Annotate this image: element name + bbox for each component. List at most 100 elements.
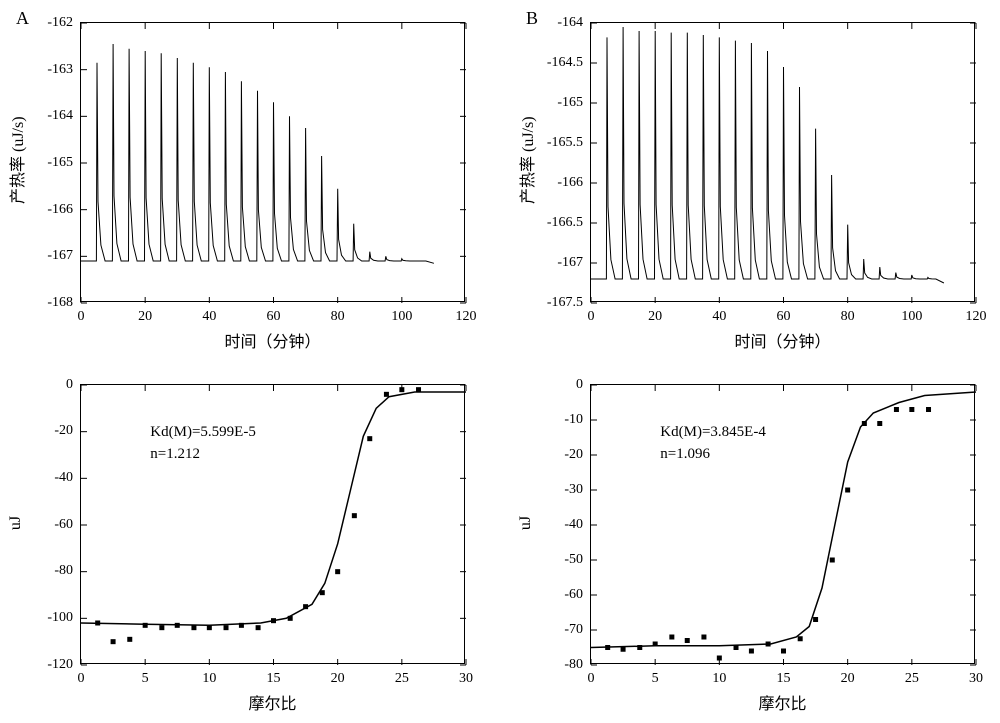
y-tick-label: -10 [564, 412, 583, 428]
y-tick-label: -166 [557, 175, 583, 191]
annotation-kd: Kd(M)=5.599E-5 [150, 424, 256, 441]
data-point [303, 604, 308, 609]
fit-curve [591, 392, 976, 648]
y-tick-label: -166.5 [547, 215, 583, 231]
y-tick-label: -40 [54, 470, 73, 486]
y-tick-label: 0 [66, 377, 73, 393]
data-point [239, 622, 244, 627]
data-point [637, 645, 642, 650]
x-tick-label: 15 [777, 671, 791, 687]
x-tick-label: 20 [138, 309, 152, 325]
data-point [352, 513, 357, 518]
data-point [207, 625, 212, 630]
plot-area: 051015202530-120-100-80-60-40-200Kd(M)=5… [80, 384, 465, 664]
y-tick-label: -50 [564, 552, 583, 568]
x-tick-label: 60 [267, 309, 281, 325]
x-tick-label: 0 [78, 671, 85, 687]
y-axis-label: uJ [517, 483, 535, 563]
x-tick-label: 30 [969, 671, 983, 687]
data-point [416, 387, 421, 392]
data-point [766, 641, 771, 646]
x-tick-label: 15 [267, 671, 281, 687]
y-tick-label: -165 [557, 95, 583, 111]
panel-b-bottom: 051015202530-80-70-60-50-40-30-20-100Kd(… [520, 372, 990, 714]
x-tick-label: 120 [966, 309, 987, 325]
data-point [717, 655, 722, 660]
panel-letter: A [16, 8, 29, 29]
x-tick-label: 100 [901, 309, 922, 325]
y-tick-label: -164 [557, 15, 583, 31]
data-point [830, 557, 835, 562]
x-tick-label: 10 [712, 671, 726, 687]
data-point [175, 622, 180, 627]
data-point [749, 648, 754, 653]
data-point [877, 421, 882, 426]
annotation-kd: Kd(M)=3.845E-4 [660, 424, 766, 441]
y-tick-label: -20 [54, 423, 73, 439]
y-tick-label: -60 [54, 517, 73, 533]
annotation-n: n=1.212 [150, 446, 200, 463]
data-point [159, 625, 164, 630]
x-tick-label: 80 [841, 309, 855, 325]
data-point [862, 421, 867, 426]
y-axis-label: 产热率 (uJ/s) [4, 124, 28, 204]
y-tick-label: -164 [47, 108, 73, 124]
x-tick-label: 5 [142, 671, 149, 687]
y-tick-label: -20 [564, 447, 583, 463]
data-point [926, 407, 931, 412]
y-axis-label: uJ [7, 483, 25, 563]
panel-letter: B [526, 8, 538, 29]
x-tick-label: 60 [777, 309, 791, 325]
x-tick-label: 30 [459, 671, 473, 687]
plot-area: 020406080100120-168-167-166-165-164-163-… [80, 22, 465, 302]
thermogram-trace [591, 27, 944, 283]
x-tick-label: 40 [202, 309, 216, 325]
y-tick-label: -165 [47, 155, 73, 171]
plot-area: 020406080100120-167.5-167-166.5-166-165.… [590, 22, 975, 302]
data-point [288, 615, 293, 620]
x-tick-label: 5 [652, 671, 659, 687]
data-point [191, 625, 196, 630]
x-tick-label: 20 [331, 671, 345, 687]
y-tick-label: -80 [564, 657, 583, 673]
y-axis-label: 产热率 (uJ/s) [514, 124, 538, 204]
data-point [813, 617, 818, 622]
y-tick-label: -120 [47, 657, 73, 673]
data-point [335, 569, 340, 574]
y-tick-label: 0 [576, 377, 583, 393]
x-axis-label: 摩尔比 [590, 690, 975, 714]
y-tick-label: -60 [564, 587, 583, 603]
data-point [127, 636, 132, 641]
data-point [320, 590, 325, 595]
fit-curve [81, 392, 466, 625]
x-tick-label: 0 [588, 671, 595, 687]
y-tick-label: -163 [47, 62, 73, 78]
data-point [271, 618, 276, 623]
data-point [798, 636, 803, 641]
data-point [909, 407, 914, 412]
data-point [224, 625, 229, 630]
y-tick-label: -164.5 [547, 55, 583, 71]
x-tick-label: 20 [841, 671, 855, 687]
data-point [653, 641, 658, 646]
data-point [399, 387, 404, 392]
y-tick-label: -100 [47, 610, 73, 626]
y-tick-label: -70 [564, 622, 583, 638]
plot-area: 051015202530-80-70-60-50-40-30-20-100Kd(… [590, 384, 975, 664]
x-tick-label: 0 [588, 309, 595, 325]
x-tick-label: 100 [391, 309, 412, 325]
x-axis-label: 时间（分钟） [80, 328, 465, 352]
x-tick-label: 80 [331, 309, 345, 325]
x-tick-label: 0 [78, 309, 85, 325]
x-tick-label: 10 [202, 671, 216, 687]
y-tick-label: -30 [564, 482, 583, 498]
x-tick-label: 20 [648, 309, 662, 325]
y-tick-label: -80 [54, 563, 73, 579]
data-point [605, 645, 610, 650]
data-point [143, 622, 148, 627]
data-point [685, 638, 690, 643]
y-tick-label: -166 [47, 202, 73, 218]
y-tick-label: -167 [47, 248, 73, 264]
y-tick-label: -167 [557, 255, 583, 271]
data-point [701, 634, 706, 639]
